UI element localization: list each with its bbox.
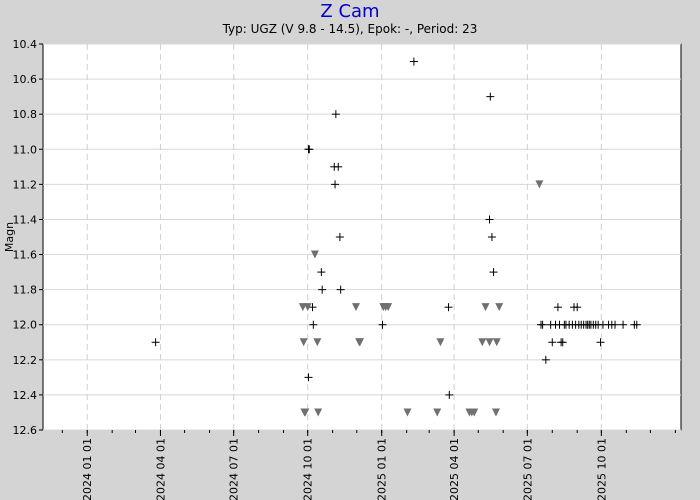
y-tick-label: 10.6 <box>13 73 38 86</box>
data-point-triangle <box>403 408 412 417</box>
data-point-triangle <box>351 303 360 312</box>
data-point-triangle <box>481 303 490 312</box>
data-point-plus <box>538 320 547 329</box>
data-point-plus <box>485 215 494 224</box>
data-point-plus <box>305 145 314 154</box>
x-tick-label: 2024 04 01 <box>154 438 167 500</box>
x-tick-label: 2024 01 01 <box>81 438 94 500</box>
data-point-plus <box>409 57 418 66</box>
data-point-plus <box>304 373 313 382</box>
y-tick-label: 12.2 <box>13 354 38 367</box>
x-tick-label: 2025 10 01 <box>595 438 608 500</box>
data-point-triangle <box>314 408 323 417</box>
y-axis-label: Magn <box>3 222 16 252</box>
data-point-plus <box>573 303 582 312</box>
data-point-triangle <box>355 338 364 347</box>
y-tick-label: 11.0 <box>13 143 38 156</box>
x-tick-label: 2024 10 01 <box>302 438 315 500</box>
data-point-triangle <box>299 338 308 347</box>
data-point-plus <box>611 320 620 329</box>
data-point-plus <box>309 320 318 329</box>
data-point-triangle <box>436 338 445 347</box>
data-point-triangle <box>491 408 500 417</box>
data-point-triangle <box>478 338 487 347</box>
data-point-plus <box>619 320 628 329</box>
plot-area <box>42 43 682 431</box>
data-point-triangle <box>301 408 310 417</box>
data-point-plus <box>335 233 344 241</box>
x-tick-label: 2025 04 01 <box>448 438 461 500</box>
data-point-plus <box>151 338 160 347</box>
data-point-plus <box>445 390 454 399</box>
data-point-triangle <box>313 338 322 347</box>
x-tick-label: 2024 07 01 <box>228 438 241 500</box>
data-point-plus <box>308 303 317 312</box>
data-point-triangle <box>495 303 504 312</box>
chart-subtitle: Typ: UGZ (V 9.8 - 14.5), Epok: -, Period… <box>222 22 478 36</box>
data-point-plus <box>596 338 605 347</box>
data-point-triangle <box>303 303 312 312</box>
y-tick-label: 12.0 <box>13 319 38 332</box>
data-point-triangle <box>310 250 319 259</box>
data-point-plus <box>317 268 326 277</box>
data-point-triangle <box>485 338 494 347</box>
gridlines <box>43 43 681 431</box>
data-point-plus <box>558 338 567 347</box>
data-point-plus <box>548 338 557 347</box>
data-point-triangle <box>470 408 479 417</box>
data-point-plus <box>331 110 340 119</box>
y-tick-label: 10.8 <box>13 108 38 121</box>
data-point-plus <box>553 303 562 312</box>
axes: 10.4 10.6 10.8 11.0 11.2 11.4 11.6 11.8 12.0 12.2… <box>13 38 676 500</box>
data-point-plus <box>336 285 345 294</box>
y-tick-label: 12.4 <box>13 389 38 402</box>
x-tick-label: 2025 01 01 <box>376 438 389 500</box>
chart-title: Z Cam <box>320 1 380 22</box>
data-point-triangle <box>433 408 442 417</box>
data-point-plus <box>489 268 498 277</box>
y-tick-label: 10.4 <box>13 38 38 51</box>
y-tick-label: 11.4 <box>13 213 38 226</box>
y-tick-label: 11.2 <box>13 178 38 191</box>
data-point-plus <box>378 320 387 329</box>
data-point-plus <box>487 233 496 241</box>
x-tick-label: 2025 07 01 <box>521 438 534 500</box>
y-tick-label: 11.6 <box>13 249 38 262</box>
data-point-triangle <box>384 303 393 312</box>
data-point-triangle <box>535 180 544 189</box>
data-point-plus <box>486 92 495 101</box>
data-point-plus <box>331 180 340 189</box>
y-tick-label: 12.6 <box>13 424 38 437</box>
data-point-plus <box>444 303 453 312</box>
data-point-plus <box>318 285 327 294</box>
y-tick-label: 11.8 <box>13 284 38 297</box>
data-point-plus <box>334 162 343 171</box>
data-point-plus <box>632 320 641 329</box>
data-marks <box>151 57 641 417</box>
data-point-plus <box>541 355 550 364</box>
data-point-triangle <box>492 338 501 347</box>
